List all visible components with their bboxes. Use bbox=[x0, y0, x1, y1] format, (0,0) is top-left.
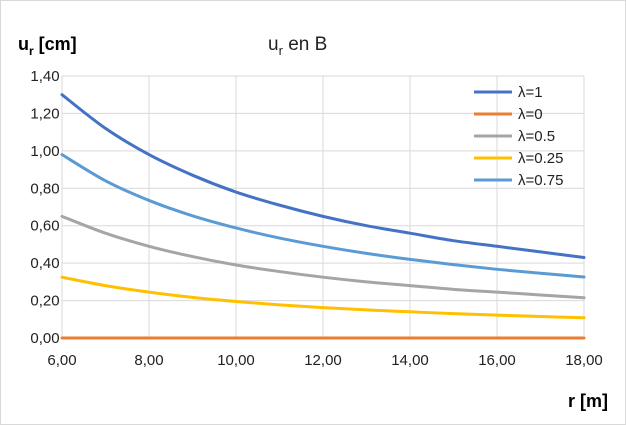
series-lines bbox=[60, 93, 586, 340]
y-tick-label: 1,40 bbox=[30, 68, 59, 85]
chart-title: ur en B bbox=[268, 34, 327, 58]
y-axis-label: ur [cm] bbox=[18, 34, 77, 58]
legend-label: λ=0 bbox=[518, 106, 543, 123]
y-tick-label: 0,60 bbox=[30, 218, 59, 235]
y-tick-label: 0,20 bbox=[30, 293, 59, 310]
legend-label: λ=0.5 bbox=[518, 128, 555, 145]
x-tick-label: 12,00 bbox=[304, 352, 342, 369]
legend-label: λ=0.25 bbox=[518, 150, 563, 167]
x-tick-label: 18,00 bbox=[565, 352, 603, 369]
legend: λ=1 λ=0 λ=0.5 λ=0.25 λ=0.75 bbox=[474, 84, 563, 189]
series-line-4 bbox=[60, 153, 586, 279]
legend-label: λ=1 bbox=[518, 84, 543, 101]
y-tick-label: 0,80 bbox=[30, 180, 59, 197]
x-tick-label: 10,00 bbox=[217, 352, 255, 369]
series-line-3 bbox=[60, 275, 586, 320]
x-tick-label: 6,00 bbox=[47, 352, 76, 369]
x-tick-label: 14,00 bbox=[391, 352, 429, 369]
y-tick-labels: 0,00 0,20 0,40 0,60 0,80 1,00 1,20 1,40 bbox=[30, 68, 59, 347]
legend-label: λ=0.75 bbox=[518, 172, 563, 189]
series-line-0 bbox=[60, 93, 586, 260]
x-axis-label: r [m] bbox=[568, 391, 608, 411]
x-tick-label: 8,00 bbox=[134, 352, 163, 369]
series-line-2 bbox=[60, 214, 586, 300]
y-tick-label: 1,00 bbox=[30, 143, 59, 160]
y-tick-label: 0,40 bbox=[30, 255, 59, 272]
y-tick-label: 0,00 bbox=[30, 330, 59, 347]
x-tick-label: 16,00 bbox=[478, 352, 516, 369]
y-tick-label: 1,20 bbox=[30, 105, 59, 122]
x-tick-labels: 6,00 8,00 10,00 12,00 14,00 16,00 18,00 bbox=[47, 352, 602, 369]
